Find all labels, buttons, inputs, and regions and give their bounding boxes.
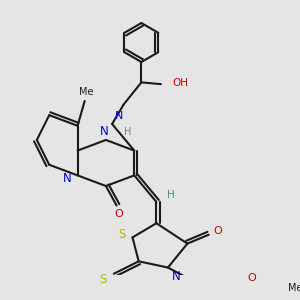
Text: O: O [213, 226, 222, 236]
Text: H: H [167, 190, 175, 200]
Text: N: N [100, 124, 109, 138]
Text: OH: OH [172, 78, 188, 88]
Text: Me: Me [287, 283, 300, 293]
Text: S: S [100, 272, 107, 286]
Text: S: S [118, 228, 126, 241]
Text: O: O [248, 273, 256, 283]
Text: N: N [172, 270, 181, 283]
Text: O: O [114, 209, 123, 219]
Text: N: N [63, 172, 71, 184]
Text: N: N [115, 111, 123, 121]
Text: Me: Me [79, 87, 94, 97]
Text: H: H [124, 127, 131, 137]
